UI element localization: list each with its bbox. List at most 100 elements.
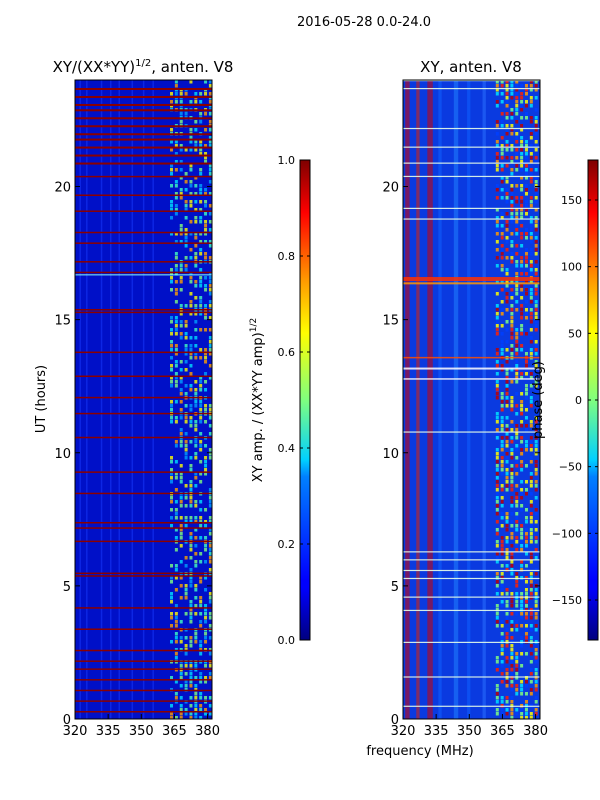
heatmap-cell <box>495 124 499 128</box>
heatmap-cell <box>204 92 208 96</box>
heatmap-cell <box>495 88 499 92</box>
heatmap-cell <box>520 640 524 644</box>
heatmap-cell <box>495 620 499 624</box>
heatmap-cell <box>510 512 514 516</box>
heatmap-cell <box>520 128 524 132</box>
heatmap-cell <box>524 236 528 240</box>
heatmap-cell <box>199 356 203 360</box>
heatmap-cell <box>194 336 198 340</box>
heatmap-cell <box>199 448 203 452</box>
heatmap-cell <box>174 512 178 516</box>
heatmap-cell <box>510 672 514 676</box>
heatmap-cell <box>184 444 188 448</box>
heatmap-cell <box>199 300 203 304</box>
heatmap-cell <box>534 292 538 296</box>
heatmap-cell <box>189 220 193 224</box>
heatmap-cell <box>515 212 519 216</box>
heatmap-cell <box>505 80 509 84</box>
heatmap-cell <box>524 540 528 544</box>
heatmap-cell <box>184 496 188 500</box>
heatmap-cell <box>500 576 504 580</box>
heatmap-cell <box>179 708 183 712</box>
heatmap-cell <box>500 404 504 408</box>
heatmap-cell <box>534 272 538 276</box>
heatmap-cell <box>510 476 514 480</box>
heatmap-cell <box>194 604 198 608</box>
heatmap-cell <box>208 336 212 340</box>
heatmap-cell <box>403 127 540 130</box>
heatmap-cell <box>524 172 528 176</box>
heatmap-cell <box>500 488 504 492</box>
heatmap-cell <box>505 592 509 596</box>
heatmap-cell <box>500 244 504 248</box>
heatmap-cell <box>534 712 538 716</box>
heatmap-cell <box>520 404 524 408</box>
heatmap-cell <box>529 440 533 444</box>
heatmap-cell <box>86 80 88 719</box>
heatmap-cell <box>204 328 208 332</box>
heatmap-cell <box>505 284 509 288</box>
heatmap-cell <box>510 676 514 680</box>
heatmap-cell <box>208 696 212 700</box>
heatmap-cell <box>524 116 528 120</box>
heatmap-cell <box>510 440 514 444</box>
heatmap-cell <box>208 328 212 332</box>
heatmap-cell <box>75 668 212 670</box>
heatmap-cell <box>534 240 538 244</box>
colorbar-tick-label: −150 <box>552 594 582 607</box>
amp-colorbar: 0.00.20.40.60.81.0 XY amp. / (XX*YY amp)… <box>249 154 311 647</box>
heatmap-cell <box>529 80 533 84</box>
heatmap-cell <box>524 492 528 496</box>
heatmap-cell <box>505 292 509 296</box>
heatmap-cell <box>500 232 504 236</box>
heatmap-cell <box>500 400 504 404</box>
heatmap-cell <box>189 192 193 196</box>
heatmap-cell <box>174 140 178 144</box>
heatmap-cell <box>505 684 509 688</box>
heatmap-cell <box>529 224 533 228</box>
heatmap-cell <box>174 332 178 336</box>
heatmap-cell <box>510 312 514 316</box>
heatmap-cell <box>199 148 203 152</box>
heatmap-cell <box>534 688 538 692</box>
heatmap-cell <box>403 378 540 380</box>
heatmap-cell <box>510 712 514 716</box>
heatmap-cell <box>208 404 212 408</box>
heatmap-cell <box>204 608 208 612</box>
y-tick-label: 15 <box>54 314 71 329</box>
heatmap-cell <box>204 464 208 468</box>
heatmap-cell <box>534 96 538 100</box>
heatmap-cell <box>170 200 174 204</box>
heatmap-cell <box>534 116 538 120</box>
heatmap-cell <box>505 548 509 552</box>
heatmap-cell <box>529 712 533 716</box>
heatmap-cell <box>534 160 538 164</box>
heatmap-cell <box>524 160 528 164</box>
heatmap-cell <box>495 120 499 124</box>
heatmap-cell <box>510 520 514 524</box>
heatmap-cell <box>184 584 188 588</box>
heatmap-cell <box>184 244 188 248</box>
heatmap-cell <box>520 492 524 496</box>
heatmap-cell <box>194 140 198 144</box>
heatmap-cell <box>505 320 509 324</box>
heatmap-cell <box>189 672 193 676</box>
heatmap-cell <box>189 600 193 604</box>
heatmap-cell <box>500 168 504 172</box>
heatmap-cell <box>524 100 528 104</box>
heatmap-cell <box>534 184 538 188</box>
heatmap-cell <box>505 180 509 184</box>
heatmap-cell <box>515 196 519 200</box>
heatmap-cell <box>170 268 174 272</box>
heatmap-cell <box>505 696 509 700</box>
heatmap-cell <box>534 672 538 676</box>
heatmap-cell <box>189 184 193 188</box>
heatmap-cell <box>524 308 528 312</box>
heatmap-cell <box>179 640 183 644</box>
amp-colorbar-ticks: 0.00.20.40.60.81.0 <box>278 154 310 647</box>
heatmap-cell <box>520 616 524 620</box>
heatmap-cell <box>534 156 538 160</box>
heatmap-cell <box>515 672 519 676</box>
heatmap-cell <box>174 400 178 404</box>
heatmap-cell <box>403 175 540 178</box>
